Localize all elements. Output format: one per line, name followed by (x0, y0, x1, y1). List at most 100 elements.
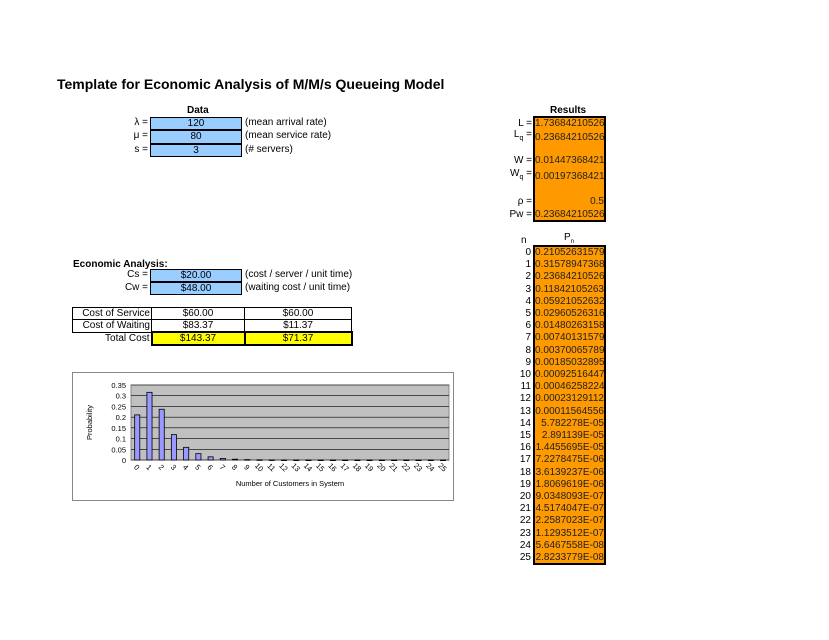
pn-index: 0 (525, 247, 531, 258)
bar (391, 459, 398, 462)
pn-column (533, 245, 606, 565)
bar (170, 434, 177, 461)
pn-value: 0.00370065789 (535, 344, 605, 356)
x-tick-label: 4 (181, 463, 190, 472)
data-label: s = (134, 144, 148, 155)
y-tick-label: 0.25 (111, 402, 126, 411)
total-row: Total Cost $143.37 $71.37 (72, 331, 353, 346)
economic-label: Cs = (127, 269, 148, 280)
pn-value: 0.00092516447 (535, 369, 605, 380)
result-value: 0.00197368421 (535, 171, 605, 182)
result-value: 0.23684210526 (535, 209, 605, 220)
result-value: 0.01447368421 (535, 155, 605, 166)
pn-value: 0.01480263158 (535, 320, 605, 332)
bar (134, 414, 141, 461)
probability-chart: 00.050.10.150.20.250.30.350 1 2 3 4 5 6 7 8 9 10 11… (72, 372, 454, 501)
cost-row: Cost of Waiting $83.37 $11.37 (72, 319, 352, 333)
economic-input[interactable]: $20.00 (150, 269, 242, 282)
page-title: Template for Economic Analysis of M/M/s … (57, 76, 445, 92)
bar (329, 459, 336, 461)
result-label: ρ = (517, 196, 532, 207)
bar (195, 453, 202, 461)
x-axis-label: Number of Customers in System (236, 479, 344, 488)
total-value: $143.37 (150, 331, 246, 346)
pn-index: 6 (525, 320, 531, 332)
y-tick-label: 0.15 (111, 424, 126, 433)
bar (378, 459, 385, 462)
pn-value: 0.21052631579 (535, 247, 605, 258)
cost-value: $83.37 (151, 319, 245, 333)
y-tick-label: 0.35 (111, 381, 126, 390)
data-header: Data (187, 105, 209, 116)
pn-value: 0.00046258224 (535, 381, 605, 393)
pn-value: 0.00023129112 (535, 393, 604, 405)
pn-index: 22 (519, 515, 531, 527)
cost-label: Cost of Waiting (72, 319, 152, 333)
result-value: 1.73684210526 (535, 118, 605, 129)
pn-index: 3 (525, 283, 531, 295)
x-tick-label: 0 (132, 463, 141, 472)
pn-index: 10 (519, 369, 531, 380)
results-column (533, 116, 606, 222)
economic-note: (cost / server / unit time) (245, 269, 353, 280)
data-input[interactable]: 80 (150, 130, 242, 144)
pn-value: 0.31578947368 (535, 259, 605, 271)
total-value: $71.37 (243, 331, 353, 346)
pn-index: 2 (525, 271, 531, 283)
pn-index: 9 (525, 356, 531, 368)
pn-index: 4 (525, 295, 531, 307)
cost-value: $60.00 (244, 307, 352, 320)
y-axis-label: Probability (85, 405, 94, 440)
pn-index: 23 (519, 527, 531, 539)
data-input[interactable]: 3 (150, 144, 242, 157)
economic-input[interactable]: $48.00 (150, 282, 242, 295)
data-input[interactable]: 120 (150, 117, 242, 130)
pn-index: 11 (520, 381, 531, 393)
cost-table: Cost of Service $60.00 $60.00 Cost of Wait… (72, 307, 353, 346)
x-tick-label: 3 (169, 463, 178, 472)
cost-row: Cost of Service $60.00 $60.00 (72, 307, 352, 320)
bar (183, 446, 190, 461)
pn-index: 19 (519, 478, 531, 490)
economic-label: Cw = (124, 282, 148, 293)
x-tick-label: 5 (193, 463, 202, 472)
bar (158, 408, 165, 461)
pn-index: 18 (519, 466, 531, 478)
pn-index: 12 (519, 393, 531, 405)
x-tick-label: 9 (242, 463, 251, 472)
economic-header: Economic Analysis: (73, 259, 168, 270)
x-tick-label: 11 (265, 461, 277, 473)
cost-value: $11.37 (244, 319, 352, 333)
pn-value: 0.00740131579 (535, 332, 605, 344)
pn-value: 0.00185032895 (535, 356, 605, 368)
x-tick-label: 7 (218, 463, 227, 472)
bar (440, 459, 446, 462)
x-tick-label: 2 (157, 463, 166, 472)
y-tick-label: 0 (122, 456, 126, 465)
pn-value: 1.1293512E-07 (535, 527, 604, 539)
pn-header: Pn (564, 232, 575, 245)
bar (207, 456, 214, 461)
pn-index: 24 (519, 539, 531, 551)
pn-index: 5 (525, 308, 531, 319)
bar (305, 459, 312, 461)
pn-value: 2.891139E-05 (541, 430, 604, 441)
bar (232, 458, 239, 461)
x-tick-label: 1 (144, 463, 153, 472)
plot-area (130, 384, 450, 461)
bar (415, 459, 422, 462)
pn-value: 0.11842105263 (535, 283, 604, 295)
pn-value: 1.4455695E-05 (535, 442, 604, 454)
data-label: λ = (134, 117, 148, 128)
bar (366, 459, 373, 462)
pn-index: 21 (519, 503, 531, 515)
bar (293, 459, 300, 461)
pn-index: 15 (519, 430, 531, 441)
pn-index: 16 (519, 442, 531, 454)
result-label: W = (513, 155, 532, 166)
bar (342, 459, 349, 461)
cost-label: Cost of Service (72, 307, 152, 320)
result-label: Lq = (513, 129, 532, 142)
pn-value: 2.8233779E-08 (535, 552, 604, 563)
